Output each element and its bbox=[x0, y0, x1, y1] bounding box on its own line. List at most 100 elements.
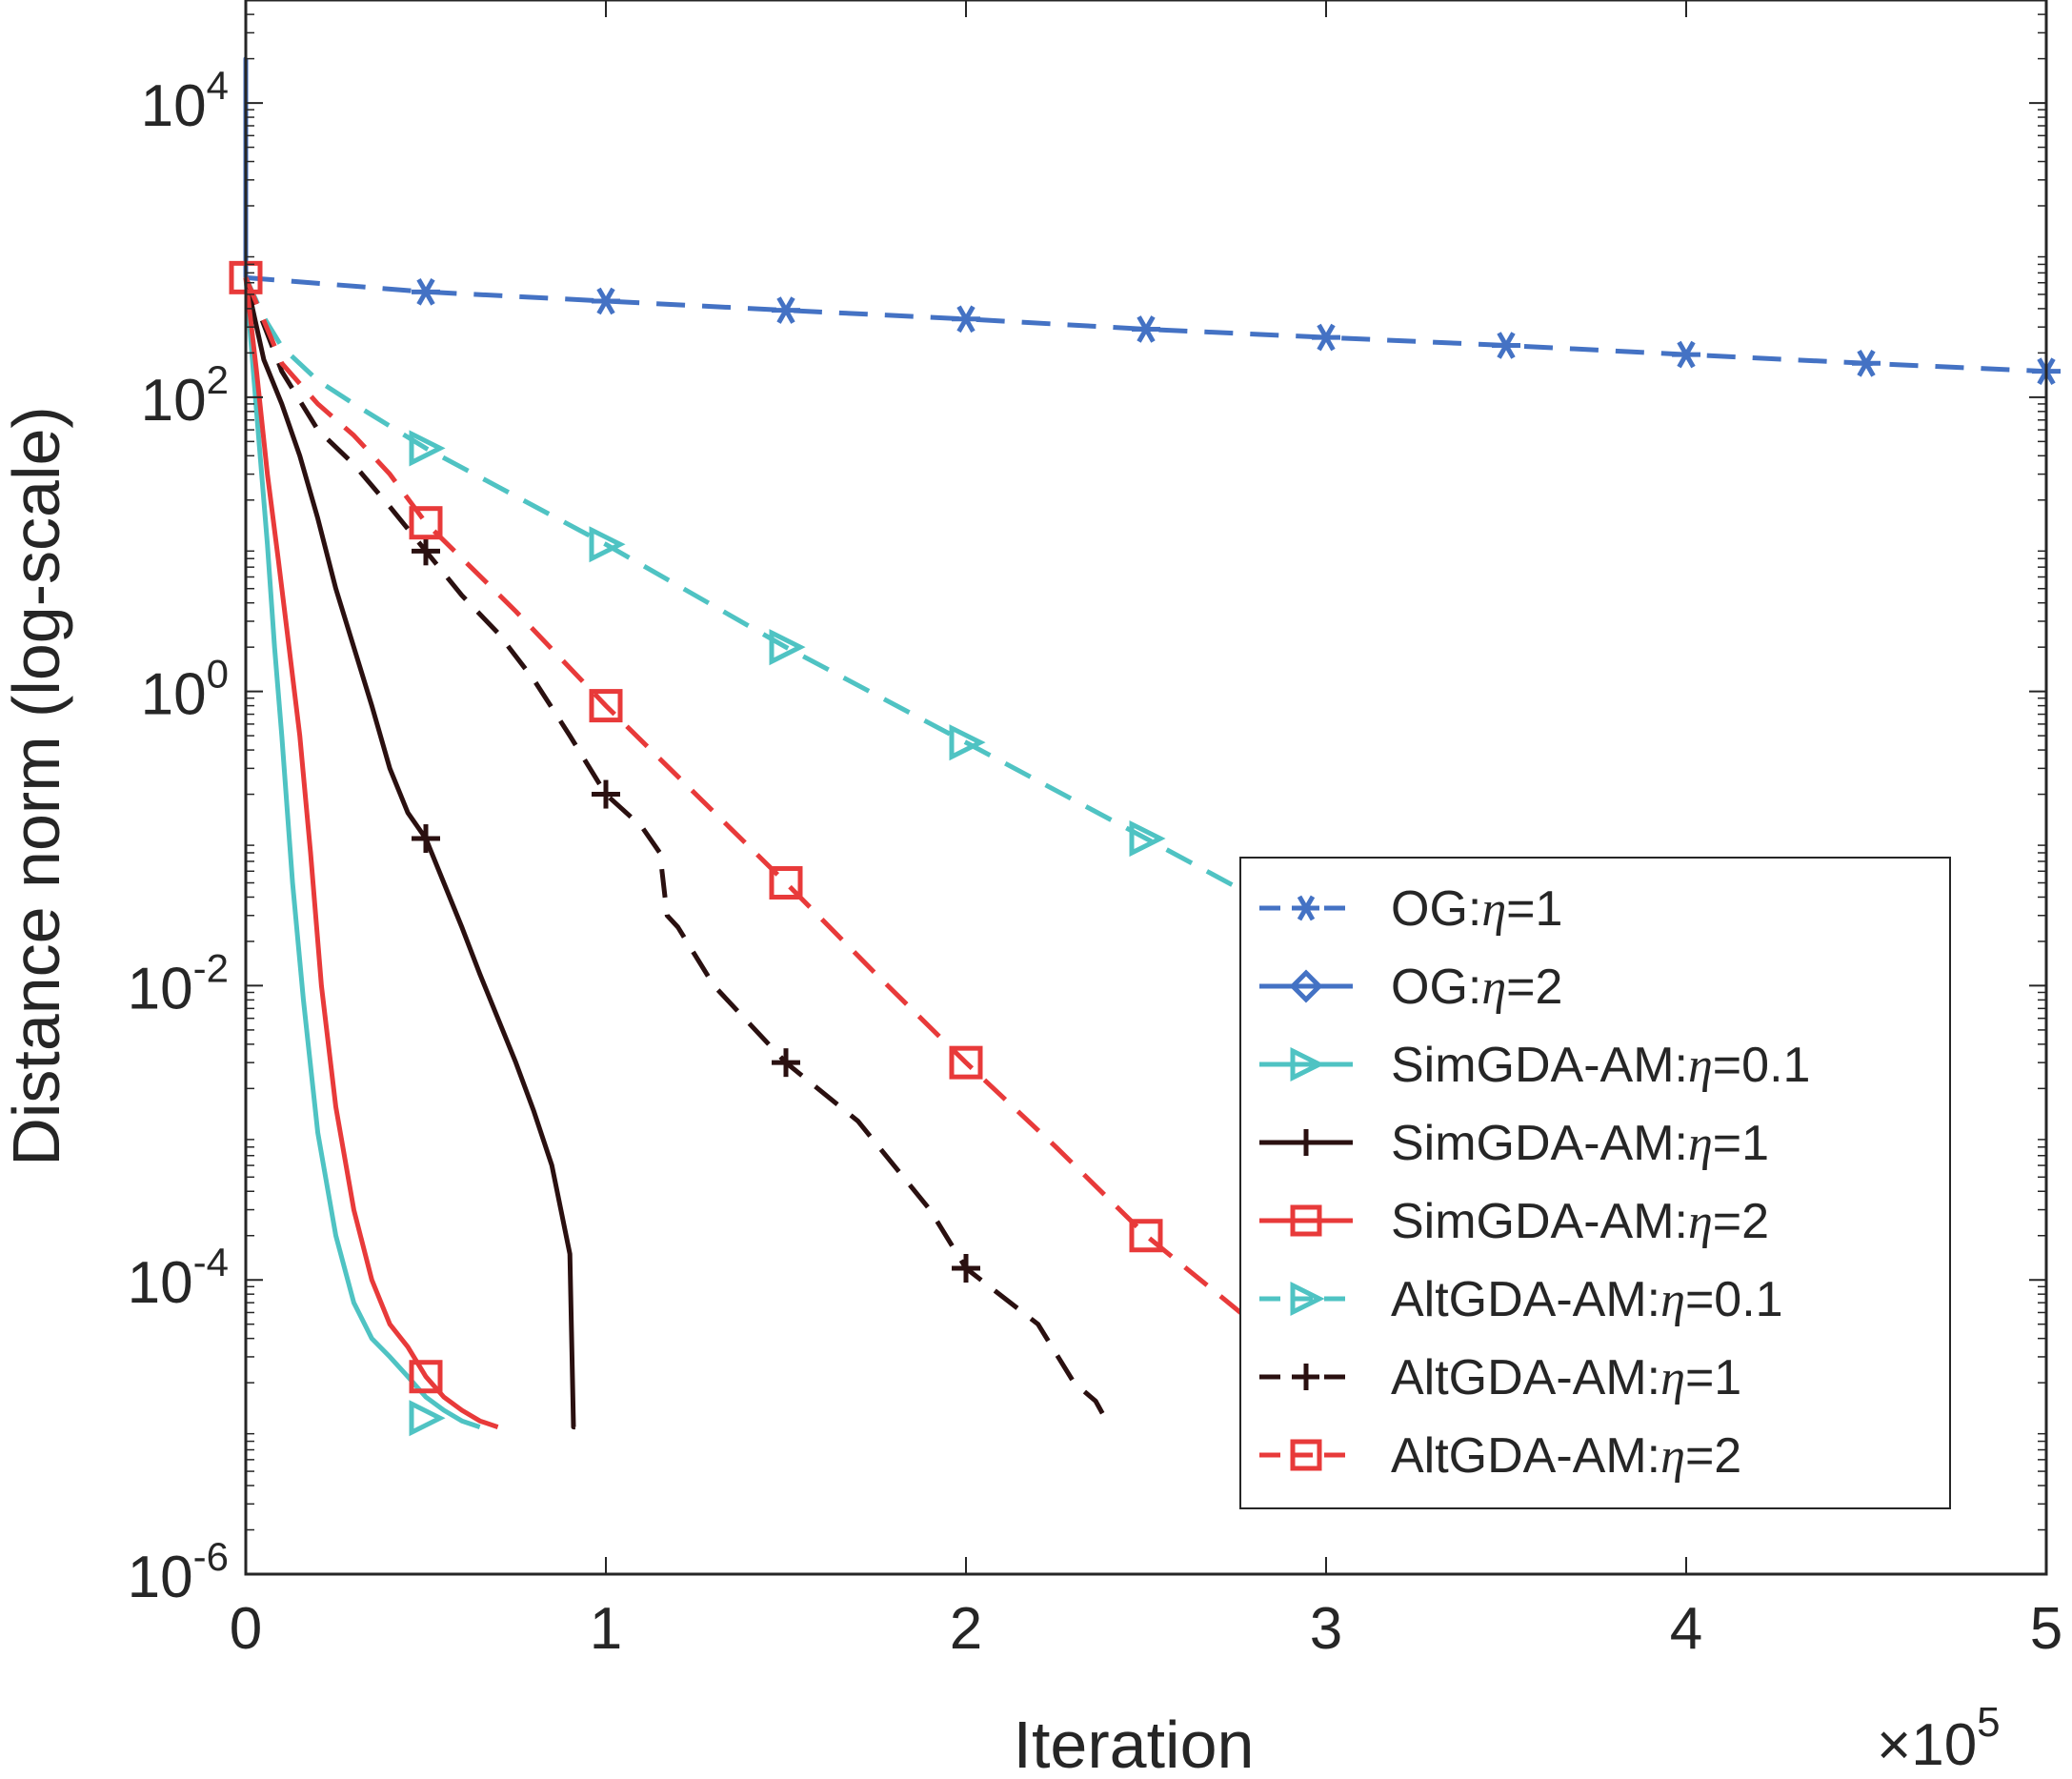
legend-entry-2: SimGDA-AM:η=0.1 bbox=[1259, 1038, 1810, 1093]
legend-entry-5: AltGDA-AM:η=0.1 bbox=[1259, 1272, 1783, 1327]
legend-label-eta-6: η bbox=[1660, 1351, 1685, 1405]
legend-label-prefix-5: AltGDA-AM: bbox=[1391, 1272, 1660, 1327]
series-0 bbox=[245, 274, 2061, 385]
x-tick-label-5: 5 bbox=[2030, 1596, 2062, 1662]
series-0-marker-8-stroke bbox=[1857, 349, 1876, 377]
legend-label-0: OG:η=1 bbox=[1391, 881, 1562, 937]
legend-label-value-5: =0.1 bbox=[1685, 1272, 1783, 1327]
series-0-marker-5 bbox=[1312, 323, 1340, 352]
y-tick-label-5: 10-6 bbox=[128, 1534, 229, 1610]
legend-entries: OG:η=1OG:η=2SimGDA-AM:η=0.1SimGDA-AM:η=1… bbox=[1259, 881, 1810, 1484]
series-6-marker-1 bbox=[592, 779, 620, 809]
series-0-marker-5-stroke bbox=[1317, 323, 1336, 352]
legend-label-1: OG:η=2 bbox=[1391, 960, 1562, 1015]
series-5-marker-2-shape bbox=[769, 629, 806, 666]
legend-label-value-6: =1 bbox=[1685, 1350, 1741, 1405]
x-tick-label-3: 3 bbox=[1310, 1596, 1342, 1662]
series-5-marker-0-shape bbox=[409, 430, 446, 467]
x-tick-label-0: 0 bbox=[230, 1596, 262, 1662]
series-5-marker-0 bbox=[409, 430, 446, 467]
legend-entry-1: OG:η=2 bbox=[1259, 960, 1562, 1015]
legend-marker-4-shape bbox=[1290, 1204, 1322, 1237]
series-line-6 bbox=[243, 276, 1113, 1428]
legend-entry-0: OG:η=1 bbox=[1259, 881, 1562, 937]
series-5-marker-4 bbox=[1129, 819, 1166, 858]
legend-label-3: SimGDA-AM:η=1 bbox=[1391, 1116, 1769, 1171]
series-0-marker-2-stroke bbox=[776, 296, 795, 324]
legend-label-value-4: =2 bbox=[1713, 1194, 1769, 1249]
y-axis-title: Distance norm (log-scale) bbox=[0, 406, 73, 1165]
series-6-marker-2 bbox=[772, 1048, 800, 1078]
x-multiplier-base: ×10 bbox=[1877, 1712, 1977, 1778]
legend-label-2: SimGDA-AM:η=0.1 bbox=[1391, 1038, 1810, 1093]
x-tick-label-4: 4 bbox=[1670, 1596, 1702, 1662]
legend-label-prefix-6: AltGDA-AM: bbox=[1391, 1350, 1660, 1405]
y-tick-base-5: 10 bbox=[128, 1545, 193, 1610]
series-0-marker-8 bbox=[1852, 349, 1881, 377]
legend-label-value-0: =1 bbox=[1506, 881, 1562, 937]
legend-marker-3 bbox=[1293, 1129, 1319, 1156]
series-0-marker-3 bbox=[952, 305, 980, 334]
series-4 bbox=[243, 277, 499, 1429]
legend-label-eta-2: η bbox=[1688, 1039, 1713, 1093]
series-4-marker-0 bbox=[409, 1360, 443, 1394]
series-5-marker-3 bbox=[949, 724, 986, 761]
series-2 bbox=[243, 277, 481, 1437]
y-tick-label-3: 10-2 bbox=[128, 945, 229, 1021]
legend-label-value-3: =1 bbox=[1713, 1116, 1769, 1171]
series-7-marker-3 bbox=[769, 866, 803, 900]
legend: OG:η=1OG:η=2SimGDA-AM:η=0.1SimGDA-AM:η=1… bbox=[1239, 857, 1951, 1509]
legend-label-prefix-7: AltGDA-AM: bbox=[1391, 1428, 1660, 1484]
series-3-marker-0 bbox=[412, 824, 440, 854]
series-line-7 bbox=[243, 276, 1274, 1341]
legend-marker-0-stroke bbox=[1297, 895, 1316, 921]
legend-marker-5-shape bbox=[1290, 1281, 1325, 1317]
y-tick-exponent-3: -2 bbox=[193, 945, 229, 990]
series-0-marker-1 bbox=[592, 287, 620, 315]
legend-entry-3: SimGDA-AM:η=1 bbox=[1259, 1116, 1769, 1171]
series-0-marker-4-stroke bbox=[1137, 315, 1156, 343]
series-2-marker-0 bbox=[409, 1400, 446, 1437]
series-7-marker-4-shape bbox=[949, 1045, 983, 1080]
legend-box bbox=[1239, 857, 1951, 1509]
legend-entry-4: SimGDA-AM:η=2 bbox=[1259, 1194, 1769, 1249]
y-tick-exponent-1: 2 bbox=[207, 357, 229, 402]
legend-label-6: AltGDA-AM:η=1 bbox=[1391, 1350, 1741, 1405]
series-6 bbox=[243, 276, 1113, 1428]
series-0-marker-6-stroke bbox=[1497, 332, 1516, 359]
y-tick-exponent-0: 4 bbox=[207, 63, 229, 108]
legend-marker-4 bbox=[1290, 1204, 1322, 1237]
series-5-marker-1 bbox=[589, 526, 626, 563]
x-tick-label-1: 1 bbox=[590, 1596, 622, 1662]
series-0-marker-0-stroke bbox=[416, 278, 435, 306]
legend-marker-5 bbox=[1290, 1281, 1325, 1317]
y-tick-base-4: 10 bbox=[128, 1250, 193, 1316]
series-5-marker-1-shape bbox=[589, 526, 626, 563]
legend-label-value-2: =0.1 bbox=[1713, 1038, 1811, 1093]
y-tick-base-3: 10 bbox=[128, 956, 193, 1021]
series-5-marker-4-shape bbox=[1129, 819, 1166, 858]
y-tick-label-1: 102 bbox=[141, 357, 229, 434]
series-0-marker-2 bbox=[772, 296, 800, 324]
y-tick-label-4: 10-4 bbox=[128, 1240, 229, 1316]
x-multiplier-label: ×105 bbox=[1877, 1699, 2001, 1778]
series-2-marker-0-shape bbox=[409, 1400, 446, 1437]
series-5-marker-3-shape bbox=[949, 724, 986, 761]
series-0-marker-4 bbox=[1132, 315, 1160, 343]
series-layer bbox=[229, 56, 2061, 1437]
legend-label-eta-3: η bbox=[1688, 1117, 1713, 1171]
plot-area-frame bbox=[244, 0, 2048, 1576]
series-0-marker-0 bbox=[412, 278, 440, 306]
y-tick-base-2: 10 bbox=[141, 662, 207, 728]
series-0-marker-7-stroke bbox=[1677, 340, 1696, 369]
legend-label-prefix-3: SimGDA-AM: bbox=[1391, 1116, 1688, 1171]
series-7-marker-2 bbox=[589, 689, 623, 723]
legend-marker-2-shape bbox=[1290, 1046, 1325, 1082]
legend-label-eta-1: η bbox=[1481, 960, 1506, 1015]
y-tick-label-0: 104 bbox=[141, 63, 229, 139]
legend-entry-6: AltGDA-AM:η=1 bbox=[1259, 1350, 1741, 1405]
x-axis-title: Iteration bbox=[1014, 1708, 1255, 1779]
y-tick-exponent-4: -4 bbox=[193, 1240, 229, 1284]
series-5-marker-2 bbox=[769, 629, 806, 666]
